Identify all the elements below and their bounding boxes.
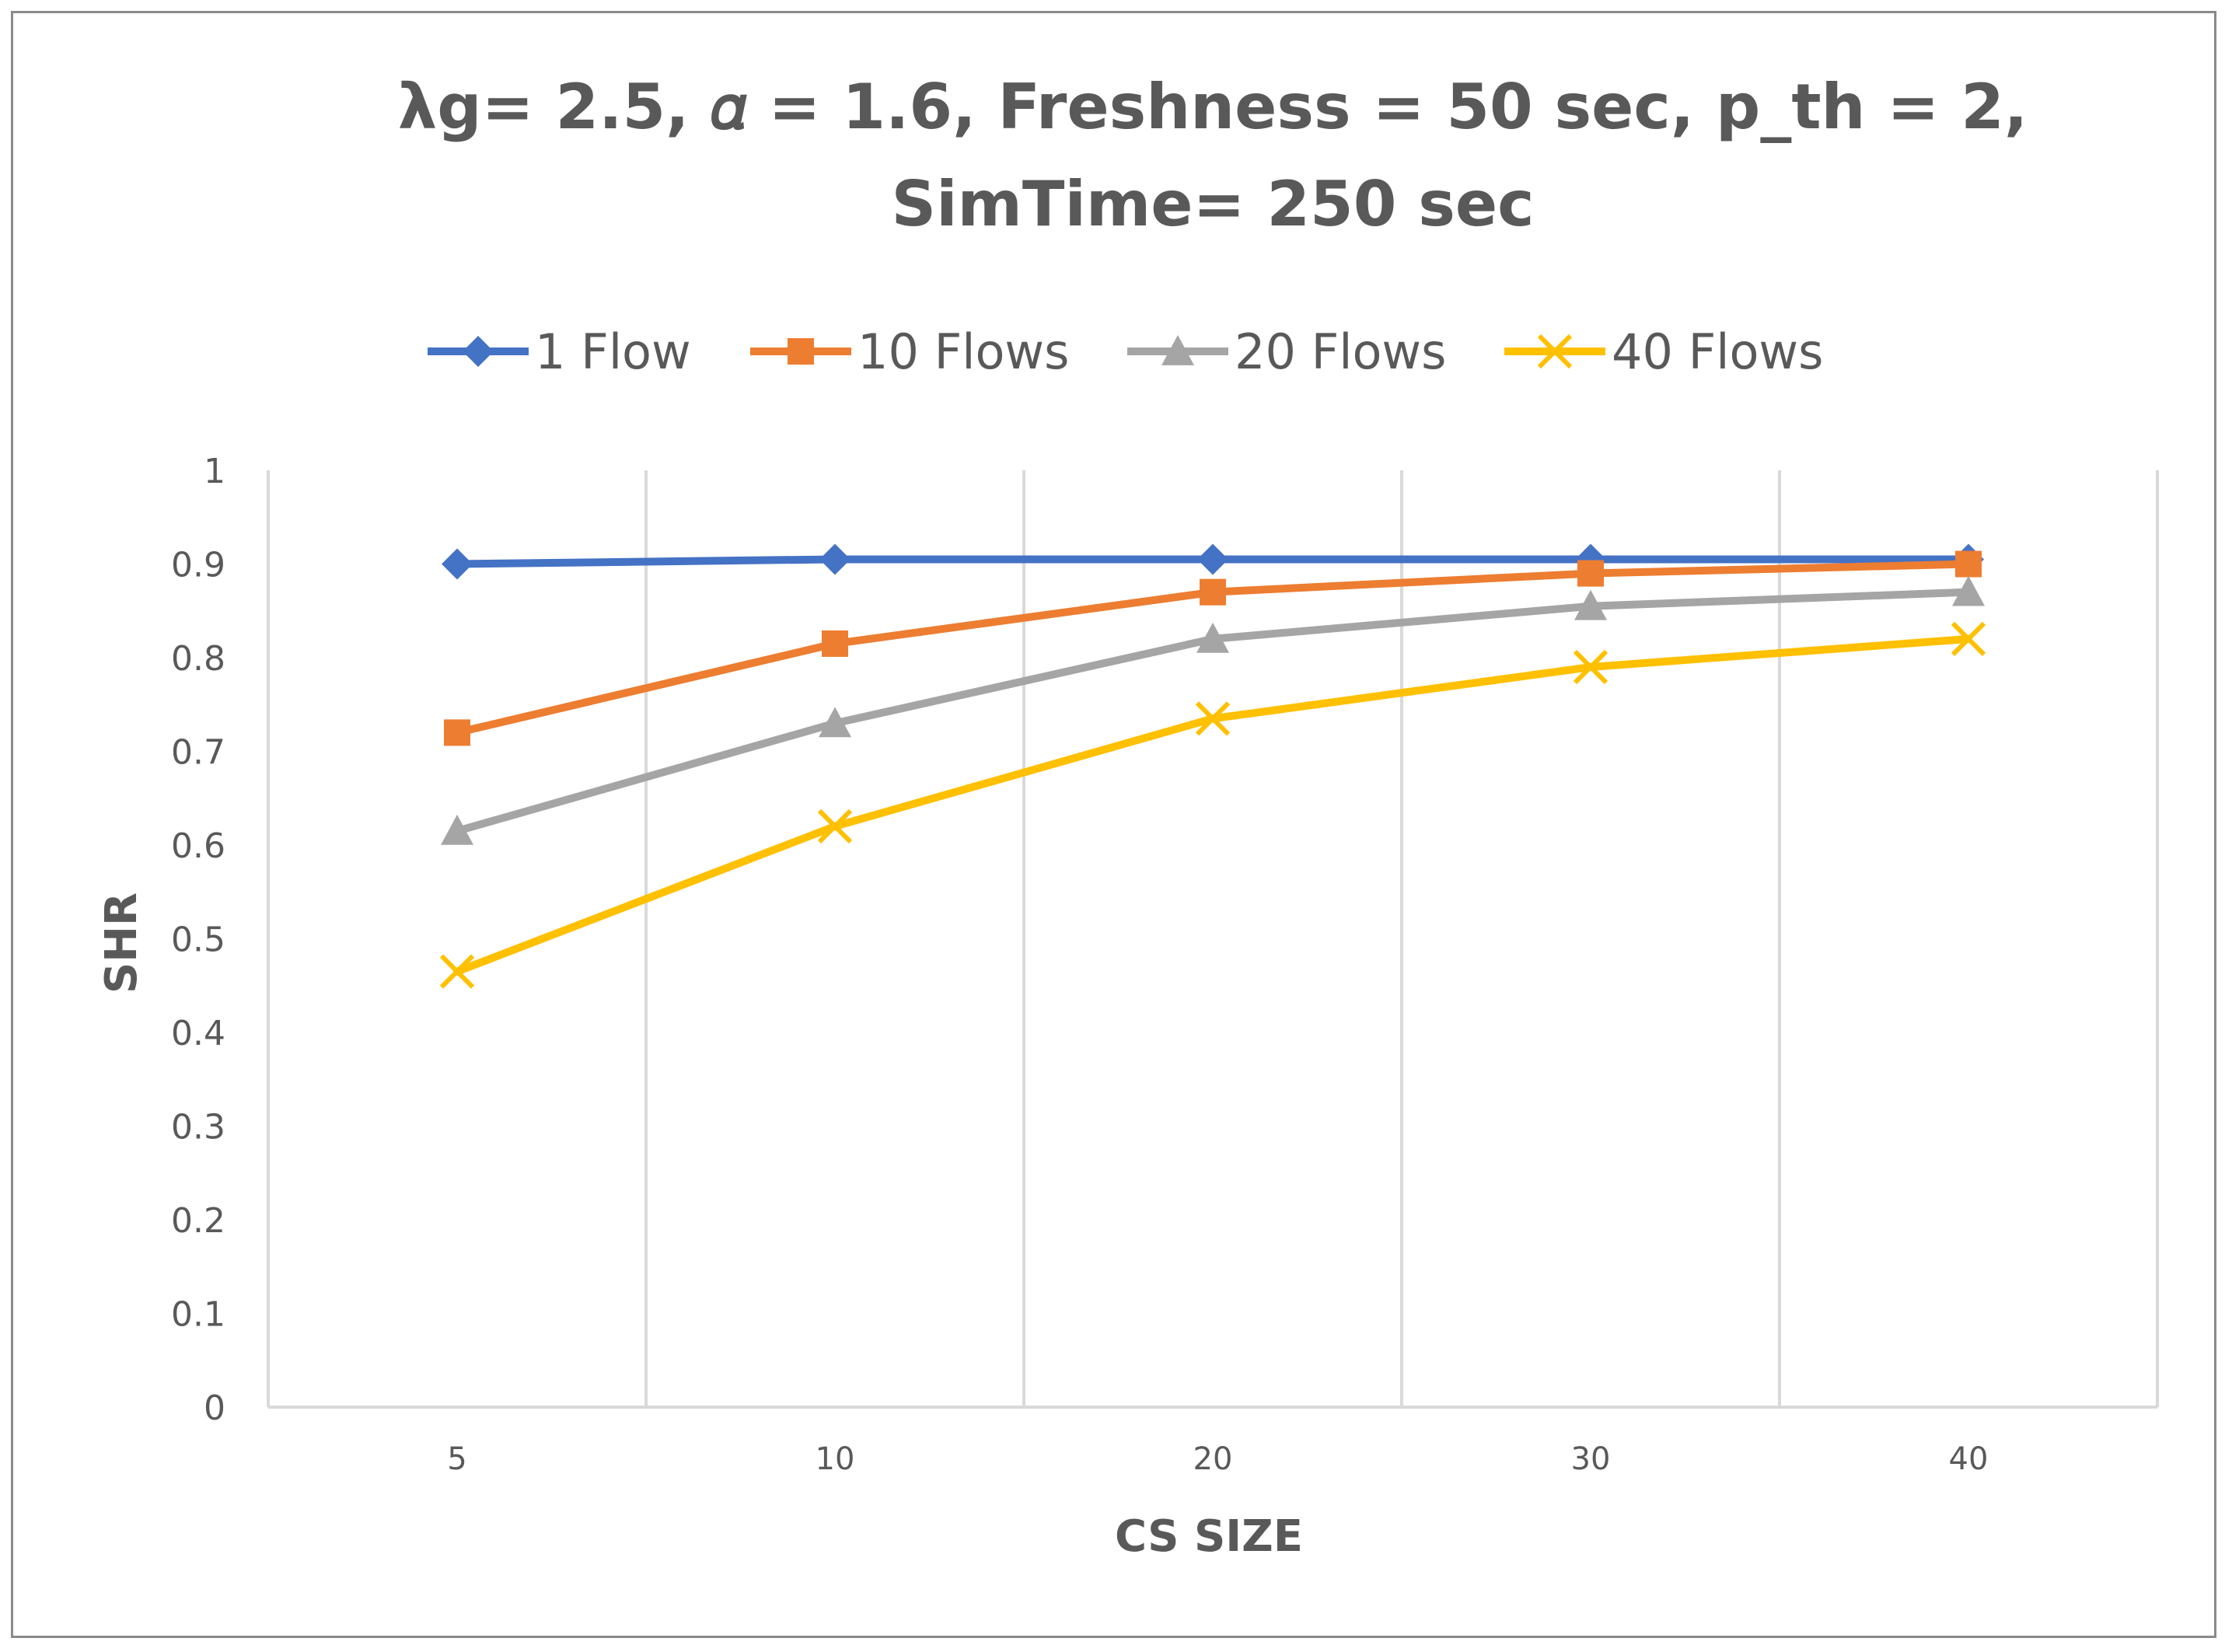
data-point [1952, 575, 1985, 606]
series-line [453, 634, 1972, 976]
y-axis-title: SHR [96, 892, 147, 994]
data-point [819, 543, 851, 575]
x-axis-title: CS SIZE [1115, 1511, 1303, 1562]
y-tick-label: 0.6 [171, 826, 225, 866]
legend-label: 10 Flows [858, 323, 1069, 380]
data-point [442, 548, 473, 580]
x-tick-label: 20 [1193, 1441, 1233, 1477]
y-tick-label: 0.1 [171, 1295, 225, 1335]
chart-frame [11, 11, 2216, 1638]
data-point [1196, 622, 1229, 653]
legend-marker [463, 336, 494, 367]
y-tick-label: 1 [204, 452, 225, 491]
y-tick-label: 0.4 [171, 1014, 225, 1053]
y-tick-label: 0 [204, 1388, 225, 1428]
x-axis-ticks: 5 10 20 30 40 [447, 1441, 1988, 1477]
y-tick-label: 0.7 [171, 733, 225, 773]
x-tick-label: 40 [1949, 1441, 1989, 1477]
chart-title-line-1: λg= 2.5, 𝛼 = 1.6, Freshness = 50 sec, p_… [398, 71, 2028, 143]
data-point [817, 809, 853, 844]
y-axis-ticks: 0 0.1 0.2 0.3 0.4 0.5 0.6 0.7 0.8 0.9 1 [171, 452, 225, 1428]
legend-label: 20 Flows [1235, 323, 1446, 380]
data-point [819, 707, 851, 738]
data-point [822, 630, 848, 657]
legend-item: 40 Flows [1504, 323, 1823, 380]
series-40-flows [439, 621, 1986, 989]
data-point [1197, 543, 1228, 575]
data-point [1573, 649, 1609, 685]
series-20-flows [441, 575, 1985, 845]
y-tick-label: 0.2 [171, 1201, 225, 1241]
data-point [1955, 550, 1982, 578]
chart-title-line-2: SimTime= 250 sec [891, 168, 1534, 240]
series-10-flows [444, 550, 1982, 746]
legend-item: 1 Flow [428, 323, 691, 380]
legend-marker [1537, 334, 1573, 369]
data-point [1574, 589, 1607, 620]
data-point [444, 719, 470, 746]
legend-marker [788, 338, 814, 365]
legend-label: 1 Flow [535, 323, 691, 380]
x-tick-label: 30 [1571, 1441, 1611, 1477]
data-point [441, 814, 473, 845]
data-point [1195, 701, 1231, 736]
x-tick-label: 10 [816, 1441, 855, 1477]
data-point [1951, 621, 1986, 657]
legend-marker [1161, 335, 1194, 365]
y-tick-label: 0.9 [171, 546, 225, 585]
legend: 1 Flow 10 Flows 20 Flows 40 Flows [428, 323, 1823, 380]
series-1-flow [442, 543, 1984, 580]
y-tick-label: 0.8 [171, 639, 225, 679]
data-point [1577, 560, 1604, 587]
data-point [1200, 578, 1226, 606]
legend-item: 10 Flows [750, 323, 1069, 380]
legend-label: 40 Flows [1612, 323, 1823, 380]
series-group [439, 543, 1986, 989]
y-tick-label: 0.5 [171, 920, 225, 960]
data-point [439, 954, 475, 989]
y-tick-label: 0.3 [171, 1108, 225, 1147]
x-tick-label: 5 [447, 1441, 466, 1477]
gridlines [267, 470, 2159, 1409]
legend-item: 20 Flows [1127, 323, 1446, 380]
